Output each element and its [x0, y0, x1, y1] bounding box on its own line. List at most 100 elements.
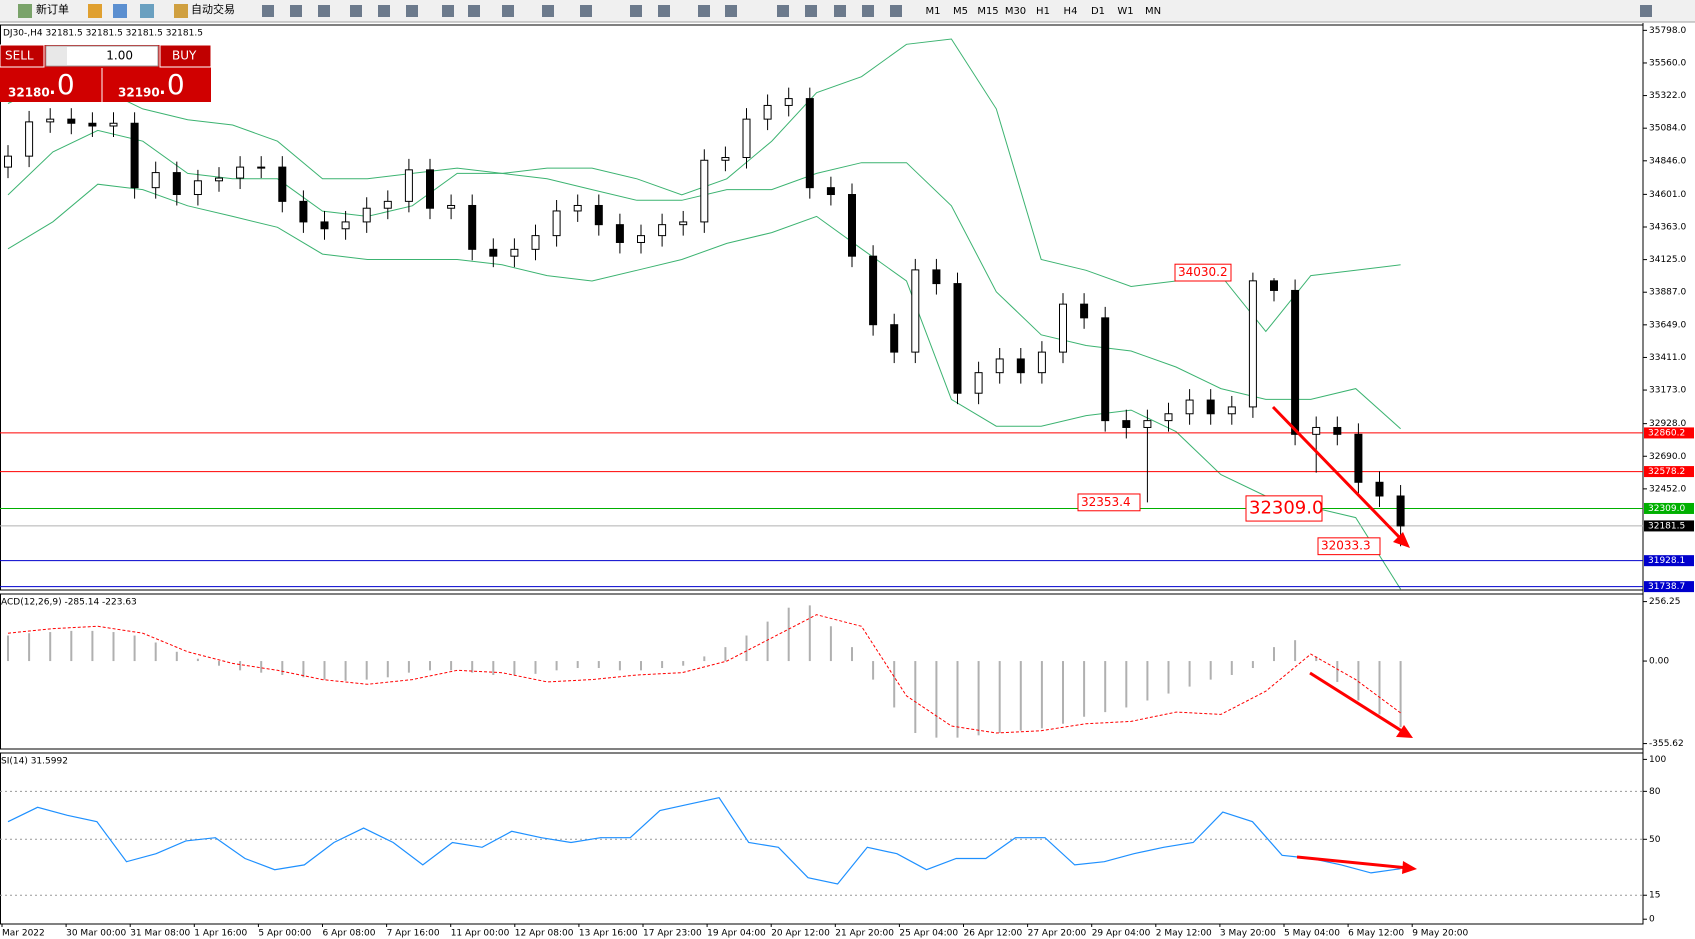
timeframe-button[interactable]: W1: [1117, 6, 1133, 17]
sell-label[interactable]: SELL: [5, 49, 34, 63]
tool-icon[interactable]: [698, 5, 710, 17]
sell-price[interactable]: 32180: [8, 86, 50, 100]
tool-icon[interactable]: [406, 5, 418, 17]
macd-bar: [808, 605, 811, 662]
tool-icon[interactable]: [542, 5, 554, 17]
y-tick-label: 33411.0: [1649, 353, 1686, 363]
timeframe-button[interactable]: H1: [1036, 6, 1050, 17]
macd-bar: [1062, 661, 1064, 724]
toolbar-icon[interactable]: [88, 4, 102, 18]
tool-icon[interactable]: [834, 5, 846, 17]
lots-input[interactable]: [45, 45, 159, 67]
macd-bar: [745, 635, 748, 662]
x-tick-label: 29 Apr 04:00: [1092, 929, 1151, 939]
sell-price-frac[interactable]: .0: [48, 68, 75, 101]
x-tick-label: 30 Mar 00:00: [66, 929, 126, 939]
sell-button[interactable]: [0, 44, 45, 68]
x-tick-label: 25 Apr 04:00: [899, 929, 958, 939]
timeframe-button[interactable]: M5: [953, 6, 968, 17]
candle-body: [1185, 399, 1194, 415]
timeframe-bar: M1 M5 M15 M30 H1 H4 D1 W1 MN: [926, 6, 1162, 17]
tool-icon[interactable]: [318, 5, 330, 17]
candle-body: [784, 98, 793, 106]
price-callout: 34030.2: [1178, 265, 1228, 279]
macd-bar: [1104, 661, 1107, 713]
timeframe-button[interactable]: M1: [926, 6, 941, 17]
tool-icon[interactable]: [658, 5, 670, 17]
macd-bar: [766, 621, 769, 662]
macd-bar: [239, 661, 242, 671]
macd-bar: [7, 635, 9, 662]
lots-spinner[interactable]: [47, 47, 67, 65]
x-tick-label: 2 May 12:00: [1156, 929, 1212, 939]
price-callout: 32033.3: [1321, 539, 1371, 553]
macd-bar: [914, 661, 917, 733]
candle-body: [468, 204, 477, 250]
macd-bar: [1188, 661, 1191, 687]
candle-body: [426, 169, 434, 209]
candle-body: [1122, 420, 1131, 428]
search-icon[interactable]: [1640, 5, 1652, 17]
buy-price-frac[interactable]: .0: [158, 68, 185, 101]
auto-trade-icon[interactable]: [174, 4, 188, 18]
tool-icon[interactable]: [630, 5, 642, 17]
tool-icon[interactable]: [805, 5, 817, 17]
y-tick-label: 35560.0: [1649, 58, 1686, 68]
tool-icon[interactable]: [290, 5, 302, 17]
macd-bar: [1083, 661, 1086, 717]
macd-bar: [49, 632, 52, 662]
panel-frame: [0, 752, 1644, 925]
price-level-label: 32309.0: [1648, 504, 1685, 514]
timeframe-button[interactable]: M15: [977, 6, 998, 17]
candle-body: [615, 224, 624, 243]
y-tick-label: 15: [1649, 891, 1660, 901]
buy-price[interactable]: 32190: [118, 86, 160, 100]
tool-icon[interactable]: [502, 5, 514, 17]
buy-label[interactable]: BUY: [172, 49, 197, 63]
tool-icon[interactable]: [725, 5, 737, 17]
tool-icon[interactable]: [350, 5, 362, 17]
toolbar-icon[interactable]: [140, 4, 154, 18]
candle-body: [404, 169, 413, 202]
auto-trade-button[interactable]: 自动交易: [191, 2, 235, 16]
price-level-label: 32181.5: [1648, 521, 1685, 531]
macd-bar: [1294, 640, 1297, 662]
timeframe-button[interactable]: MN: [1145, 6, 1161, 17]
tool-icon[interactable]: [442, 5, 454, 17]
candle-body: [172, 172, 181, 196]
candle-body: [46, 118, 55, 123]
timeframe-button[interactable]: D1: [1091, 6, 1105, 17]
tool-icon[interactable]: [890, 5, 902, 17]
candle-body: [257, 166, 266, 169]
candle-body: [193, 180, 202, 196]
y-tick-label: -355.62: [1649, 739, 1684, 749]
x-tick-label: 26 Apr 12:00: [964, 929, 1023, 939]
macd-bar: [872, 661, 875, 680]
tool-icon[interactable]: [777, 5, 789, 17]
new-order-icon[interactable]: [18, 4, 32, 18]
candle-body: [109, 122, 118, 127]
x-tick-label: 6 May 12:00: [1348, 929, 1404, 939]
price-level-tag: [1644, 502, 1694, 514]
price-callout: 32353.4: [1081, 495, 1131, 509]
buy-button[interactable]: [159, 44, 212, 68]
macd-bar: [1399, 661, 1402, 728]
macd-bar: [112, 632, 115, 662]
candle-body: [447, 204, 456, 209]
new-order-button[interactable]: 新订单: [36, 2, 69, 16]
timeframe-button[interactable]: M30: [1005, 6, 1026, 17]
macd-bar: [429, 661, 431, 671]
macd-bar: [260, 661, 263, 673]
tool-icon[interactable]: [378, 5, 390, 17]
tool-icon[interactable]: [862, 5, 874, 17]
tool-icon[interactable]: [580, 5, 592, 17]
price-callout-box: [1174, 263, 1232, 282]
tool-icon[interactable]: [262, 5, 274, 17]
candle-body: [658, 224, 667, 237]
lots-value[interactable]: 1.00: [106, 49, 133, 63]
toolbar-icon[interactable]: [113, 4, 127, 18]
candle-body: [1248, 280, 1257, 408]
x-tick-label: Mar 2022: [2, 929, 45, 939]
timeframe-button[interactable]: H4: [1064, 6, 1078, 17]
tool-icon[interactable]: [468, 5, 480, 17]
